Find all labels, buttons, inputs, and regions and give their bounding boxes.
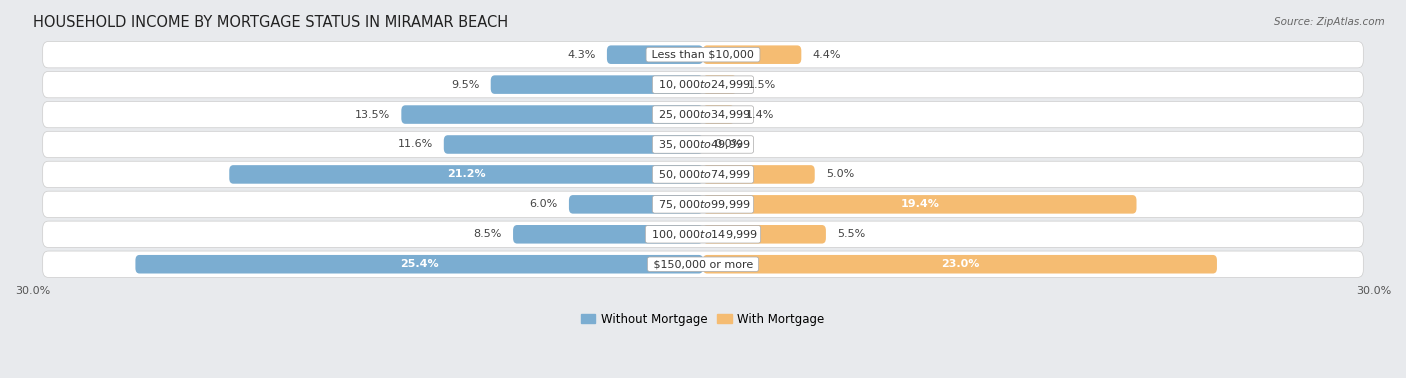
Text: $150,000 or more: $150,000 or more [650,259,756,269]
FancyBboxPatch shape [703,225,825,243]
FancyBboxPatch shape [42,101,1364,128]
Text: Less than $10,000: Less than $10,000 [648,50,758,60]
FancyBboxPatch shape [135,255,703,274]
Text: $75,000 to $99,999: $75,000 to $99,999 [655,198,751,211]
FancyBboxPatch shape [42,251,1364,277]
Text: 23.0%: 23.0% [941,259,979,269]
Text: 21.2%: 21.2% [447,169,485,180]
Text: 6.0%: 6.0% [530,199,558,209]
Text: 13.5%: 13.5% [354,110,389,119]
FancyBboxPatch shape [42,191,1364,217]
FancyBboxPatch shape [607,45,703,64]
Legend: Without Mortgage, With Mortgage: Without Mortgage, With Mortgage [576,308,830,330]
FancyBboxPatch shape [703,105,734,124]
FancyBboxPatch shape [42,221,1364,248]
Text: 8.5%: 8.5% [474,229,502,239]
Text: 0.0%: 0.0% [714,139,742,149]
FancyBboxPatch shape [569,195,703,214]
Text: 4.3%: 4.3% [568,50,596,60]
Text: 11.6%: 11.6% [398,139,433,149]
Text: 5.5%: 5.5% [837,229,865,239]
Text: $25,000 to $34,999: $25,000 to $34,999 [655,108,751,121]
FancyBboxPatch shape [42,161,1364,187]
Text: HOUSEHOLD INCOME BY MORTGAGE STATUS IN MIRAMAR BEACH: HOUSEHOLD INCOME BY MORTGAGE STATUS IN M… [32,15,508,30]
FancyBboxPatch shape [703,255,1218,274]
Text: 25.4%: 25.4% [399,259,439,269]
FancyBboxPatch shape [42,42,1364,68]
FancyBboxPatch shape [703,45,801,64]
FancyBboxPatch shape [42,71,1364,98]
FancyBboxPatch shape [491,75,703,94]
Text: 5.0%: 5.0% [825,169,855,180]
FancyBboxPatch shape [703,195,1136,214]
Text: Source: ZipAtlas.com: Source: ZipAtlas.com [1274,17,1385,27]
Text: 1.5%: 1.5% [748,80,776,90]
FancyBboxPatch shape [444,135,703,154]
Text: 9.5%: 9.5% [451,80,479,90]
Text: $50,000 to $74,999: $50,000 to $74,999 [655,168,751,181]
FancyBboxPatch shape [401,105,703,124]
FancyBboxPatch shape [42,131,1364,158]
Text: $100,000 to $149,999: $100,000 to $149,999 [648,228,758,241]
Text: 1.4%: 1.4% [745,110,773,119]
Text: $10,000 to $24,999: $10,000 to $24,999 [655,78,751,91]
FancyBboxPatch shape [703,75,737,94]
Text: $35,000 to $49,999: $35,000 to $49,999 [655,138,751,151]
Text: 4.4%: 4.4% [813,50,841,60]
FancyBboxPatch shape [513,225,703,243]
Text: 19.4%: 19.4% [900,199,939,209]
FancyBboxPatch shape [229,165,703,184]
FancyBboxPatch shape [703,165,814,184]
